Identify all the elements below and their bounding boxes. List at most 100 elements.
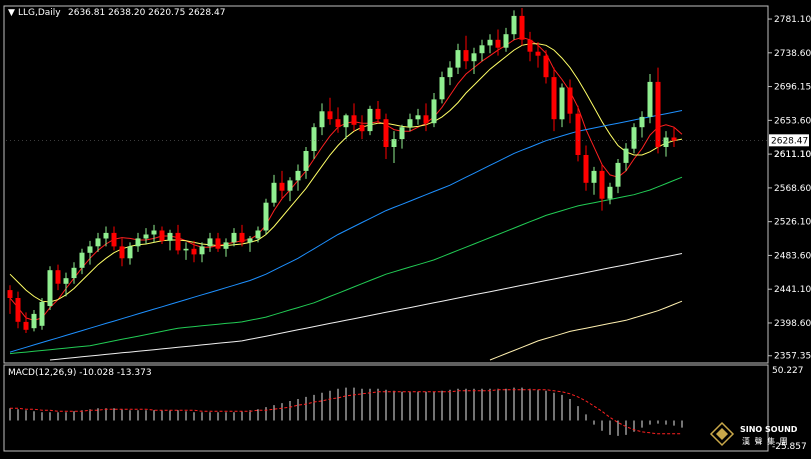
candle-body [239,232,245,243]
candle-body [567,87,573,114]
candle-body [191,248,197,255]
candle [663,131,669,157]
candle-body [71,267,77,279]
candle [135,232,141,252]
candle-body [623,148,629,163]
candle [671,127,677,148]
candle-body [663,137,669,147]
candle [71,262,77,284]
candle-body [383,119,389,147]
candle [423,103,429,132]
current-price-box [769,134,809,147]
candle-body [471,53,477,62]
candle [95,232,101,252]
candle [623,143,629,171]
price-tick-label: 2483.60 [774,251,811,261]
candle [287,177,293,202]
candle-body [159,230,165,241]
candle-body [559,87,565,120]
candle-body [207,238,213,247]
candle [535,42,541,68]
candle-body [87,246,93,253]
candle-body [247,238,253,243]
symbol-dropdown-icon[interactable]: ▼ [8,8,15,18]
logo-inner-icon [716,428,728,440]
candle [487,34,493,54]
candle-body [431,99,437,124]
price-tick-label: 2611.10 [774,150,811,160]
candle-body [647,81,653,117]
candle-body [119,246,125,259]
logo-brand: SINO SOUND [740,425,798,434]
candle-body [39,302,45,326]
candle [31,309,37,332]
candle [279,170,285,199]
candle-body [455,50,461,68]
candle-body [199,246,205,255]
candle [191,240,197,263]
candle [271,174,277,207]
candle-body [487,39,493,46]
macd-bottom-tick: -25.857 [772,442,807,452]
candle [391,131,397,163]
candle-body [135,238,141,247]
candle-body [263,202,269,231]
candle [143,228,149,244]
candle [223,238,229,257]
candle [175,224,181,255]
price-tick-label: 2781.10 [774,15,811,25]
price-tick-label: 2653.60 [774,116,811,126]
candle [263,198,269,235]
candle-body [319,111,325,128]
candle [599,164,605,211]
candle [463,35,469,70]
logo-subtitle: 漢 聲 集 團 [742,436,789,446]
candle-body [127,246,133,259]
candle [319,103,325,136]
candle [639,111,645,138]
candle [39,298,45,330]
candle-body [439,77,445,100]
candle [359,115,365,140]
symbol-label: LLG,Daily [18,8,61,18]
candle-body [543,55,549,78]
candle [215,232,221,252]
candles [7,8,677,333]
price-tick-label: 2568.60 [774,184,811,194]
price-axis: 2781.10 2738.60 2696.15 2653.60 2611.10 2568.… [6,15,811,362]
candle-body [391,139,397,147]
candle-body [495,39,501,48]
price-tick-label: 2738.60 [774,49,811,59]
candle [551,67,557,132]
candle [431,93,437,128]
candle [167,229,173,251]
candle [343,113,349,140]
sino-sound-logo: SINO SOUND 漢 聲 集 團 [709,421,798,447]
candle [303,147,309,179]
candle [103,226,109,247]
candle [367,105,373,136]
candle [559,83,565,128]
macd-histogram [9,387,683,436]
current-price-label: 2628.47 [771,136,808,146]
candle [159,226,165,244]
candle-body [79,252,85,268]
candle [615,158,621,194]
price-tick-label: 2398.60 [774,319,811,329]
candle [111,226,117,251]
candle-body [639,116,645,128]
candle-body [375,108,381,120]
candle [607,182,613,205]
candle-body [55,270,61,284]
candle-body [15,298,21,322]
candle [295,164,301,191]
candle-body [7,290,13,298]
candle-body [223,242,229,249]
candle-body [575,113,581,155]
candle-body [607,186,613,199]
candle [47,266,53,310]
candle-body [303,151,309,171]
candle-body [671,137,677,141]
candle-body [511,15,517,35]
